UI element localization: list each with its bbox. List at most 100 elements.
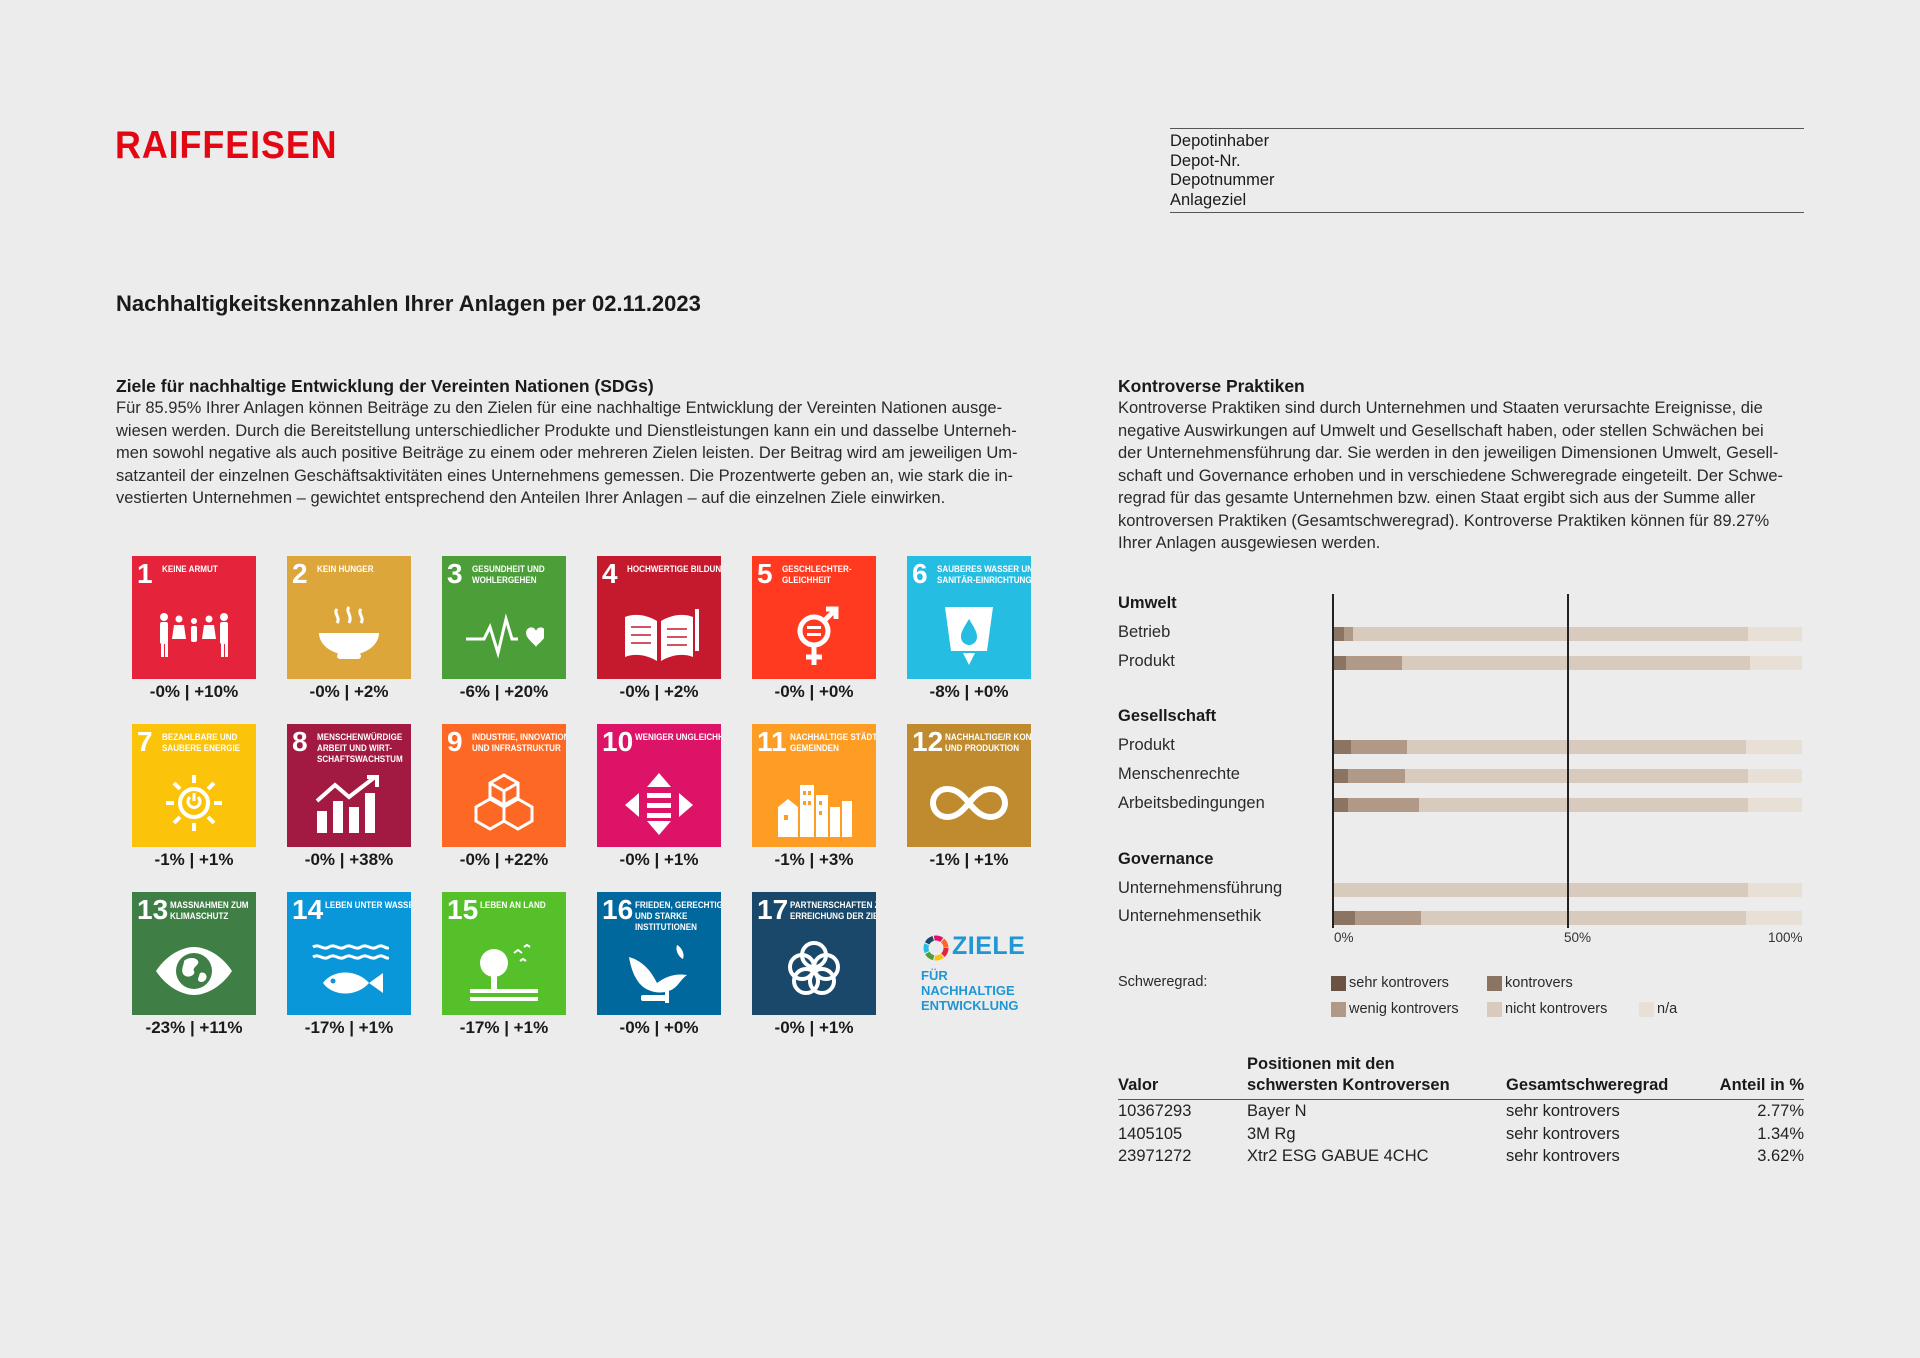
- legend-swatch: [1639, 1001, 1654, 1017]
- sdg-tile: 9 Industrie, Innovation und Infrastruktur: [442, 724, 566, 847]
- bar-segment-n-a: [1745, 911, 1802, 926]
- sdg-tile: 6 Sauberes Wasser und Sanitär-einrichtung…: [907, 556, 1031, 679]
- sdg-goal-2: 2 Kein Hunger -0% | +2%: [287, 556, 411, 702]
- cell-severity: sehr kontrovers: [1506, 1124, 1620, 1143]
- sdg-label: Menschenwürdige Arbeit und Wirt-schaftsw…: [317, 732, 403, 765]
- legend-swatch: [1331, 975, 1346, 991]
- bar-segment-n-a: [1747, 627, 1802, 641]
- controversies-table: Valor Positionen mit den schwersten Kont…: [1118, 1050, 1804, 1168]
- cell-share: 1.34%: [1757, 1124, 1804, 1143]
- bar-segment-wenig-kontrovers: [1348, 769, 1405, 784]
- page-title: Nachhaltigkeitskennzahlen Ihrer Anlagen …: [116, 291, 701, 316]
- legend-item: kontrovers: [1487, 975, 1573, 991]
- sdg-number: 9: [447, 726, 463, 757]
- sdg-label: Massnahmen zum Klimaschutz: [170, 900, 249, 922]
- chart-tick-label: 50%: [1564, 930, 1592, 945]
- controversies-text-line: Ihrer Anlagen ausgewiesen werden.: [1118, 534, 1381, 552]
- cell-position: 3M Rg: [1247, 1124, 1296, 1143]
- cell-valor: 23971272: [1118, 1147, 1192, 1165]
- controversies-text-line: regrad für das gesamte Unternehmen bzw. …: [1118, 489, 1756, 507]
- sdg-tile: 10Weniger Ungleichheiten: [597, 724, 721, 847]
- controversies-text-line: kontroversen Praktiken (Gesamtschweregra…: [1118, 511, 1770, 530]
- sdg-number: 16: [602, 894, 634, 925]
- table-row: 1405105 3M Rg sehr kontrovers 1.34%: [1118, 1123, 1804, 1146]
- sdg-tile: 16Frieden, Gerechtigkeit und starke Inst…: [597, 892, 721, 1015]
- sdg-contribution-value: -0% | +0%: [619, 1018, 699, 1037]
- legend-label: nicht kontrovers: [1505, 1001, 1608, 1017]
- sdg-label: Weniger Ungleichheiten: [635, 732, 721, 743]
- sdg-goal-4: 4 Hochwertige Bildung -0% | +2%: [597, 556, 721, 702]
- header-position-line2: schwersten Kontroversen: [1247, 1076, 1450, 1094]
- sdg-label: Hochwertige Bildung: [627, 564, 721, 575]
- sdg-contribution-value: -1% | +3%: [774, 850, 854, 869]
- sdg-goal-1: 1 Keine Armut -0% | +10%: [132, 556, 256, 702]
- controversies-text-line: negative Auswirkungen auf Umwelt und Ges…: [1118, 421, 1764, 440]
- sdg-number: 5: [757, 558, 773, 589]
- legend-swatch: [1487, 1001, 1502, 1017]
- sdg-label: Partnerschaften zur Erreichung der Ziele: [790, 900, 876, 922]
- sdg-label: Geschlechter-gleichheit: [782, 564, 852, 586]
- rings-icon: [788, 941, 840, 995]
- table-header: Valor Positionen mit den schwersten Kont…: [1118, 1050, 1804, 1100]
- chart-axis-line: [1567, 594, 1569, 928]
- depot-info-box: Depotinhaber Depot-Nr. Depotnummer Anlag…: [1170, 128, 1804, 213]
- investment-goal-label: Anlageziel: [1170, 190, 1247, 209]
- legend-item: wenig kontrovers: [1331, 1001, 1459, 1017]
- cell-share: 3.62%: [1757, 1147, 1804, 1165]
- bar-segment-nicht-kontrovers: [1418, 797, 1748, 812]
- sun-icon: [166, 775, 222, 831]
- sdg-tile: 8 Menschenwürdige Arbeit und Wirt-schafts…: [287, 724, 411, 847]
- depot-owner-label: Depotinhaber: [1170, 132, 1270, 150]
- cell-severity: sehr kontrovers: [1506, 1147, 1620, 1165]
- chart-group-label: Gesellschaft: [1118, 707, 1217, 726]
- sdg-label: Leben an Land: [480, 900, 546, 911]
- sdg-goal-7: 7 Bezahlbare und saubere Energie -1% | +1%: [132, 724, 256, 870]
- bar-segment-nicht-kontrovers: [1402, 655, 1751, 670]
- ziele-logo-subtitle: FÜR NACHHALTIGE ENTWICKLUNG: [921, 968, 1040, 1013]
- bar-segment-n-a: [1750, 655, 1802, 670]
- sdg-label: Keine Armut: [162, 564, 218, 575]
- sdg-goal-13: 13 Massnahmen zum Klimaschutz -23% | +11%: [132, 892, 256, 1038]
- legend-item: nicht kontrovers: [1487, 1001, 1607, 1017]
- sdg-tile: 4 Hochwertige Bildung: [597, 556, 721, 679]
- sdg-contribution-value: -17% | +1%: [304, 1018, 394, 1037]
- sdg-label: Sauberes Wasser und Sanitär-einrichtunge…: [937, 564, 1031, 586]
- bar-segment-wenig-kontrovers: [1348, 797, 1419, 812]
- ziele-logo-line: FÜR NACHHALTIGE: [921, 968, 1015, 998]
- tree-icon: [470, 943, 538, 1001]
- raiffeisen-logo: RAIFFEISEN: [115, 124, 338, 167]
- heartbeat-icon: [466, 613, 544, 659]
- ziele-logo-title: ZIELE: [952, 932, 1026, 960]
- sdg-label: Leben unter Wasser: [325, 900, 411, 911]
- bar-segment-kontrovers: [1334, 655, 1347, 670]
- legend-title: Schweregrad:: [1118, 974, 1208, 990]
- cell-valor: 1405105: [1118, 1124, 1183, 1143]
- sdg-number: 13: [137, 894, 169, 925]
- controversies-title: Kontroverse Praktiken: [1118, 376, 1305, 396]
- bar-segment-wenig-kontrovers: [1355, 911, 1422, 926]
- chart-row-label: Arbeitsbedingungen: [1118, 793, 1265, 812]
- sdg-label: Gesundheit und Wohlergehen: [472, 564, 545, 586]
- bar-segment-nicht-kontrovers: [1421, 911, 1746, 926]
- chart-axis-line: [1332, 594, 1334, 928]
- header-share: Anteil in %: [1719, 1076, 1804, 1094]
- sdg-goal-11: 11Nachhaltige Städte und Gemeinden -1% | …: [752, 724, 876, 870]
- sdg-goal-6: 6 Sauberes Wasser und Sanitär-einrichtung…: [907, 556, 1031, 702]
- controversies-chart: Umwelt Betrieb Produkt Gesellschaft Produkt M…: [1118, 590, 1808, 1020]
- city-icon: [778, 785, 852, 837]
- family-icon: [160, 613, 228, 657]
- chart-row-label: Unternehmensführung: [1118, 878, 1283, 897]
- sdg-number: 17: [757, 894, 789, 925]
- sdg-contribution-value: -1% | +1%: [154, 850, 234, 869]
- sdg-contribution-value: -0% | +10%: [149, 682, 239, 701]
- sdg-tile: 3 Gesundheit und Wohlergehen: [442, 556, 566, 679]
- water-icon: [945, 607, 993, 665]
- sdg-contribution-value: -6% | +20%: [459, 682, 549, 701]
- sdg-goal-10: 10Weniger Ungleichheiten -0% | +1%: [597, 724, 721, 870]
- chart-bar: [1332, 797, 1802, 812]
- sdg-number: 14: [292, 894, 324, 925]
- controversies-description: Kontroverse Praktiken sind durch Unterne…: [1118, 397, 1808, 555]
- depot-nr-label: Depot-Nr.: [1170, 151, 1241, 170]
- sdg-tile: 5 Geschlechter-gleichheit: [752, 556, 876, 679]
- sdg-goal-5: 5 Geschlechter-gleichheit -0% | +0%: [752, 556, 876, 702]
